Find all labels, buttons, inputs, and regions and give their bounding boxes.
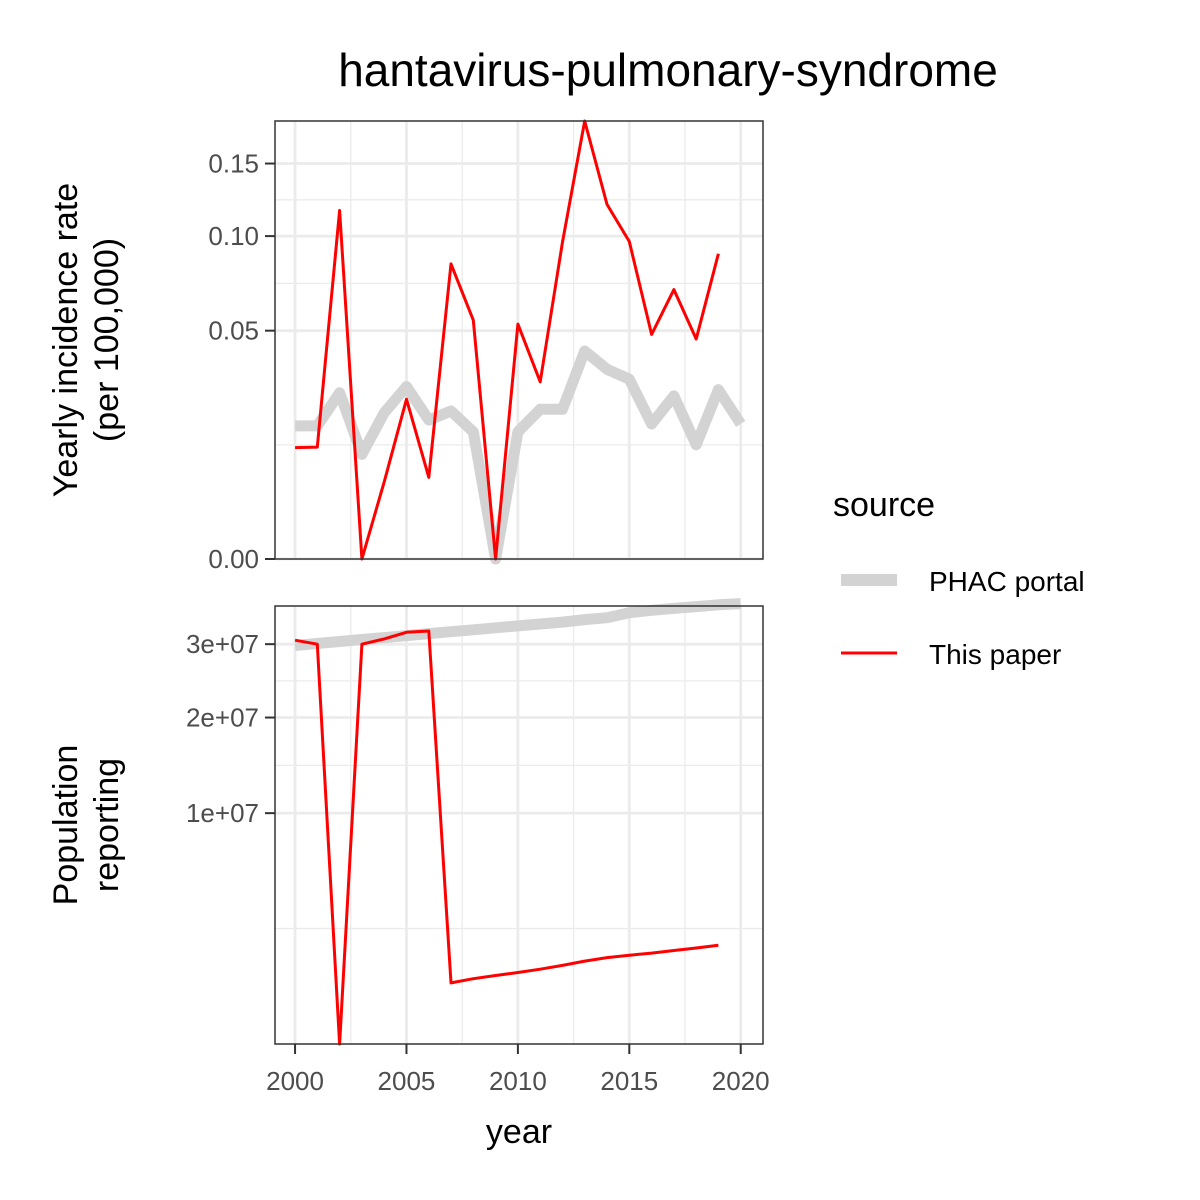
legend-label-this-paper: This paper xyxy=(929,639,1061,670)
x-tick-label: 2015 xyxy=(600,1066,658,1096)
series-line-phac-portal xyxy=(294,598,741,651)
x-tick-label: 2020 xyxy=(712,1066,770,1096)
population-series xyxy=(294,598,741,1046)
x-tick-label: 2005 xyxy=(378,1066,436,1096)
x-tick-label: 2000 xyxy=(266,1066,324,1096)
year-x-axis: 2000 2005 2010 2015 2020 xyxy=(266,1044,770,1096)
legend-title: source xyxy=(833,486,935,524)
y-tick-label: 0.00 xyxy=(208,544,259,574)
incidence-y-axis: 0.00 0.05 0.10 0.15 xyxy=(208,149,275,574)
population-gridlines xyxy=(275,606,763,1044)
legend: source PHAC portal This paper xyxy=(833,486,1085,670)
chart-title: hantavirus-pulmonary-syndrome xyxy=(338,44,998,96)
incidence-panel: 0.00 0.05 0.10 0.15 Yearly incidence rate (… xyxy=(47,119,764,574)
x-tick-label: 2010 xyxy=(489,1066,547,1096)
series-line-this-paper xyxy=(294,629,719,1046)
incidence-y-axis-title-line1: Yearly incidence rate xyxy=(47,183,85,497)
legend-item-this-paper: This paper xyxy=(841,639,1061,670)
x-axis-title: year xyxy=(486,1113,552,1151)
y-tick-label: 0.05 xyxy=(208,316,259,346)
population-y-axis: 1e+07 2e+07 3e+07 xyxy=(186,629,275,828)
y-tick-label: 2e+07 xyxy=(186,703,259,733)
y-tick-label: 0.10 xyxy=(208,221,259,251)
legend-item-phac-portal: PHAC portal xyxy=(841,566,1085,597)
y-tick-label: 1e+07 xyxy=(186,798,259,828)
y-tick-label: 3e+07 xyxy=(186,629,259,659)
population-y-axis-title-line1: Population xyxy=(47,745,85,906)
population-panel: 1e+07 2e+07 3e+07 2000 2005 2010 2015 2020 Pop… xyxy=(47,598,770,1151)
incidence-panel-border xyxy=(274,120,764,560)
population-panel-border xyxy=(274,605,764,1045)
series-line-phac-portal xyxy=(295,345,746,565)
incidence-y-axis-title-line2: (per 100,000) xyxy=(88,238,126,442)
legend-label-phac-portal: PHAC portal xyxy=(929,566,1085,597)
population-y-axis-title-line2: reporting xyxy=(88,758,126,892)
y-tick-label: 0.15 xyxy=(208,149,259,179)
series-line-this-paper xyxy=(295,119,720,561)
incidence-series xyxy=(295,119,746,565)
